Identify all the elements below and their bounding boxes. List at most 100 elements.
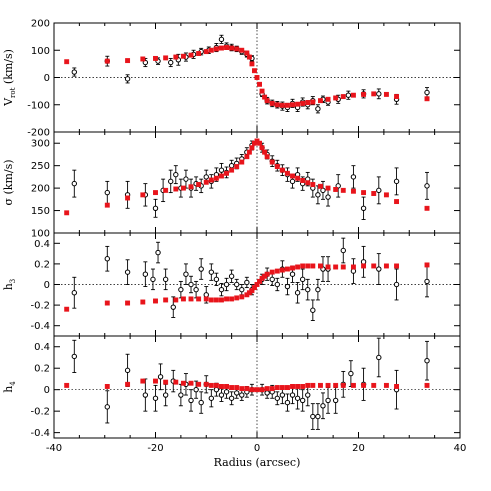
data-point-model [140,56,146,62]
data-point-observed [173,171,179,178]
x-axis-label: Radius (arcsec) [214,456,301,469]
data-point-observed [208,269,215,275]
data-point-model [125,381,131,387]
data-point-observed [203,174,209,180]
data-point-observed [239,286,245,293]
y-tick-label: -100 [27,100,50,111]
data-point-model [64,382,70,388]
data-point-model [219,297,224,303]
data-point-model [203,296,209,302]
data-point-observed [71,353,78,360]
data-point-model [340,187,346,193]
data-point-observed [198,399,204,406]
data-point-model [300,263,306,269]
data-point-model [325,264,331,270]
data-point-model [249,61,255,67]
data-point-model [279,167,285,173]
y-axis-label-sub: 4 [9,381,17,386]
data-point-observed [178,392,184,398]
data-point-model [252,68,257,74]
data-point-model [262,94,268,100]
data-point-model [394,94,400,100]
data-point-observed [124,76,131,82]
data-point-model [310,182,316,187]
data-point-observed [162,392,169,398]
data-point-model [173,54,179,60]
data-point-observed [289,392,296,398]
data-point-model [300,384,306,389]
data-point-model [361,91,367,97]
data-point-observed [340,247,346,254]
data-point-model [229,296,235,302]
data-point-observed [170,304,176,310]
data-point-model [234,385,240,390]
data-point-observed [213,386,220,393]
data-point-model [350,188,356,194]
data-point-model [234,164,240,170]
data-point-model [249,387,255,393]
data-point-model [424,205,430,211]
data-point-model [208,382,214,388]
data-point-model [153,378,158,384]
y-axis-label: Vrot (km/s) [2,49,17,107]
data-point-model [173,186,179,192]
data-point-model [262,149,268,155]
data-point-observed [269,276,275,283]
data-point-observed [228,162,235,169]
data-point-observed [157,374,164,380]
data-point-model [325,185,331,191]
y-tick-label: -0.2 [30,301,50,312]
data-point-model [229,385,235,390]
data-point-model [317,183,323,189]
data-point-observed [289,271,296,277]
data-point-model [249,288,255,294]
data-point-observed [208,395,215,401]
data-point-observed [299,276,306,283]
data-point-observed [348,370,354,377]
y-tick-label: -0.4 [30,428,50,439]
x-tick-label: -40 [46,443,62,454]
data-point-model [394,263,400,269]
data-point-observed [284,283,291,290]
data-point-model [310,382,316,388]
data-point-model [269,159,275,165]
data-point-model [259,88,265,94]
data-point-model [371,263,377,269]
data-point-observed [289,178,296,185]
data-point-model [196,381,202,387]
data-point-observed [350,174,357,180]
data-point-model [153,298,158,304]
data-point-model [424,96,430,102]
data-point-observed [310,413,316,420]
data-point-observed [424,89,430,96]
data-point-observed [223,281,230,288]
y-axis-label-sub: 3 [9,279,17,283]
data-point-observed [310,307,316,313]
data-point-observed [152,395,159,401]
data-point-model [290,102,295,108]
data-point-model [208,47,214,53]
data-point-observed [228,273,235,279]
data-point-observed [424,183,430,189]
data-point-observed [234,390,240,396]
data-point-model [153,190,158,196]
data-point-model [188,184,194,190]
data-point-observed [315,106,321,112]
y-axis-label: h4 [2,381,17,393]
data-point-observed [183,176,189,182]
data-point-model [196,182,202,187]
x-tick-label: 0 [254,443,260,454]
data-point-model [125,195,131,201]
data-point-observed [142,392,149,398]
data-point-model [104,58,110,64]
data-point-model [244,50,250,56]
y-tick-label: 0 [44,385,50,396]
data-point-model [234,46,240,52]
data-point-model [173,297,179,303]
data-point-model [350,382,356,388]
data-point-observed [345,92,352,98]
data-point-observed [305,286,311,293]
data-point-model [394,384,400,389]
data-point-observed [188,397,194,404]
y-axis-label-units: (km/s) [2,49,15,88]
